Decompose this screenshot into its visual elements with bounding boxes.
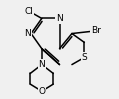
Text: Br: Br — [91, 26, 101, 35]
Text: Cl: Cl — [25, 7, 34, 16]
Text: N: N — [56, 14, 63, 23]
Text: O: O — [38, 87, 45, 96]
Text: S: S — [82, 53, 87, 62]
Text: N: N — [24, 29, 31, 38]
Text: N: N — [38, 60, 45, 69]
